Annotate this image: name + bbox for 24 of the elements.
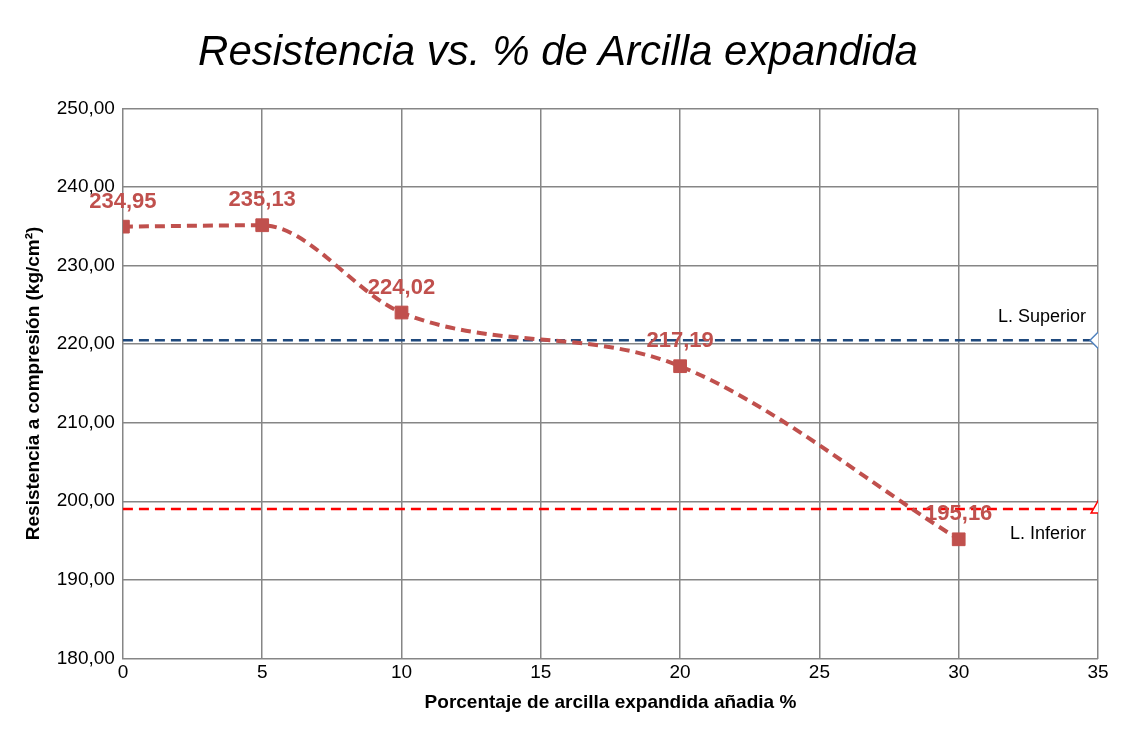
chart-title: Resistencia vs. % de Arcilla expandida bbox=[198, 26, 918, 74]
y-tick-label: 250,00 bbox=[56, 96, 115, 118]
x-axis-title: Porcentaje de arcilla expandida añadia % bbox=[424, 690, 797, 712]
point bbox=[255, 218, 270, 233]
y-tick-label: 230,00 bbox=[56, 253, 115, 275]
y-tick-label: 190,00 bbox=[56, 568, 115, 590]
x-tick-label: 25 bbox=[808, 661, 830, 683]
x-tick-label: 35 bbox=[1087, 661, 1109, 683]
y-tick-label: 200,00 bbox=[56, 489, 115, 511]
x-tick-label: 20 bbox=[669, 661, 691, 683]
x-tick-label: 15 bbox=[530, 661, 552, 683]
point bbox=[394, 305, 409, 320]
point bbox=[951, 532, 966, 547]
y-tick-label: 210,00 bbox=[56, 410, 115, 432]
y-tick-label: 180,00 bbox=[56, 646, 115, 668]
series-label: L. Inferior bbox=[1009, 523, 1086, 544]
x-tick-label: 0 bbox=[117, 661, 129, 683]
y-tick-label: 220,00 bbox=[56, 332, 115, 354]
x-tick-label: 10 bbox=[390, 661, 413, 683]
x-tick-label: 30 bbox=[948, 661, 970, 683]
y-axis-title: Resistencia a compresión (kg/cm²) bbox=[21, 226, 43, 541]
x-tick-label: 5 bbox=[256, 661, 268, 683]
point bbox=[673, 359, 687, 374]
series-label: L. Superior bbox=[997, 306, 1086, 327]
